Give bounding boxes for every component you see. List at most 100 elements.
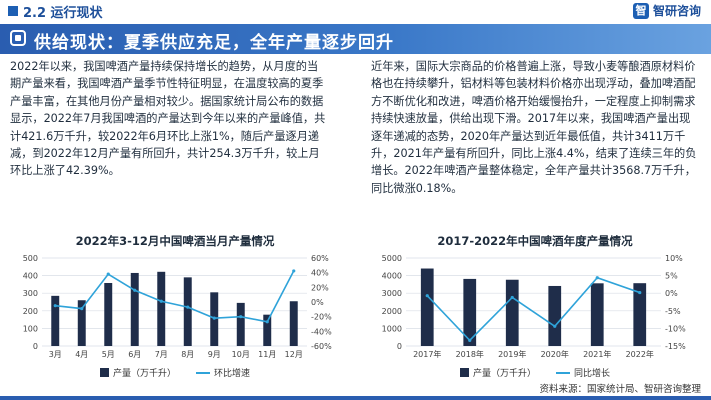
line-point — [133, 288, 137, 292]
bar — [505, 279, 519, 346]
chart-title-yearly: 2017-2022年中国啤酒年度产量情况 — [437, 234, 633, 248]
top-bar: 2.2 运行现状 智 智研咨询 — [0, 0, 711, 22]
footer-bar — [0, 396, 711, 400]
line-point — [239, 315, 243, 319]
logo-text: 智研咨询 — [652, 4, 701, 18]
y-tick-right: 0% — [665, 289, 678, 298]
y-tick-right: -60% — [311, 342, 332, 351]
bar — [548, 285, 562, 346]
bar — [590, 283, 604, 346]
line-series — [426, 276, 641, 342]
legend-line-label: 同比增长 — [574, 369, 611, 379]
line-point — [553, 324, 557, 328]
y-tick-left: 0 — [397, 342, 402, 351]
y-tick-left: 0 — [33, 342, 38, 351]
banner: 供给现状：夏季供应充足，全年产量逐步回升 — [0, 24, 711, 54]
y-tick-right: 10% — [665, 254, 683, 263]
y-tick-left: 100 — [23, 324, 38, 333]
x-tick: 2019年 — [498, 349, 526, 359]
monthly-output-chart: 0 100 200 300 400 500 -60% -40% -20% 0% 20% 40% 60% 3… — [23, 254, 332, 359]
x-tick: 7月 — [155, 350, 168, 359]
y-tick-right: 0% — [311, 298, 324, 307]
y-tick-right: 60% — [311, 254, 329, 263]
bar — [157, 271, 166, 346]
line-point — [425, 294, 429, 298]
y-tick-right: 20% — [311, 283, 329, 292]
bar — [51, 295, 60, 346]
x-tick: 2018年 — [456, 349, 484, 359]
y-tick-left: 4000 — [382, 272, 402, 281]
y-tick-left: 5000 — [382, 254, 402, 263]
y-tick-right: -5% — [665, 307, 681, 316]
bar — [104, 282, 113, 346]
line-point — [510, 295, 514, 300]
y-tick-right: -40% — [311, 327, 332, 336]
bar — [420, 268, 434, 346]
line-point — [186, 305, 190, 309]
x-tick: 10月 — [232, 350, 250, 359]
chart-title-monthly: 2022年3-12月中国啤酒当月产量情况 — [75, 234, 275, 248]
line-point — [80, 307, 84, 311]
line-point — [292, 269, 296, 273]
legend-bar-label: 产量（万千升） — [113, 369, 177, 379]
line-series — [55, 270, 295, 323]
legend-bar-swatch — [100, 368, 109, 377]
x-tick: 2022年 — [626, 349, 654, 359]
section-title: 2.2 运行现状 — [23, 6, 103, 21]
y-tick-left: 2000 — [382, 307, 402, 316]
y-tick-left: 1000 — [382, 324, 402, 333]
y-tick-right: 40% — [311, 269, 329, 278]
section-marker-icon — [8, 6, 18, 16]
banner-icon — [10, 30, 26, 46]
legend-monthly: 产量（万千升） 环比增速 — [100, 366, 250, 379]
x-tick: 4月 — [75, 350, 88, 359]
x-tick: 2020年 — [541, 349, 569, 359]
banner-title: 供给现状：夏季供应充足，全年产量逐步回升 — [34, 33, 394, 53]
y-tick-left: 400 — [23, 272, 38, 281]
yearly-output-chart: 0 1000 2000 3000 4000 5000 -15% -10% -5% 0% 5% 10% 2… — [382, 254, 686, 359]
x-tick: 2021年 — [583, 349, 611, 359]
bar — [633, 283, 647, 346]
x-tick: 11月 — [258, 350, 276, 359]
legend-yearly: 产量（万千升） 同比增长 — [460, 366, 610, 379]
legend-bar-swatch — [460, 368, 469, 377]
line-point — [595, 276, 599, 280]
bar — [289, 301, 298, 346]
bar — [236, 302, 245, 346]
legend-line-swatch — [196, 371, 211, 374]
x-tick: 12月 — [285, 350, 303, 359]
y-tick-left: 300 — [23, 289, 38, 298]
x-tick: 3月 — [49, 350, 62, 359]
y-tick-right: 5% — [665, 272, 678, 281]
line-point — [638, 290, 642, 295]
x-tick: 9月 — [208, 350, 221, 359]
y-tick-left: 200 — [23, 307, 38, 316]
bar — [77, 300, 86, 346]
legend-line-swatch — [556, 371, 571, 374]
left-paragraph: 2022年以来，我国啤酒产量持续保持增长的趋势，从月度的当期产量来看，我国啤酒产… — [10, 60, 326, 178]
legend-bar-label: 产量（万千升） — [473, 369, 537, 379]
bar — [130, 272, 139, 346]
source-note: 资料来源：国家统计局、智研咨询整理 — [539, 384, 701, 395]
y-tick-left: 500 — [23, 254, 38, 263]
right-paragraph: 近年来，国际大宗商品的价格普遍上涨，导致小麦等酿酒原材料价格也在持续攀升，铝材料… — [371, 60, 697, 195]
y-tick-left: 3000 — [382, 289, 402, 298]
y-tick-right: -20% — [311, 313, 332, 322]
line-point — [159, 299, 163, 303]
x-tick: 6月 — [128, 350, 141, 359]
logo-icon: 智 — [632, 2, 649, 19]
y-tick-right: -10% — [665, 324, 686, 333]
line-point — [106, 272, 110, 276]
line-point — [53, 304, 57, 308]
legend-line-label: 环比增速 — [214, 369, 251, 379]
bar — [183, 277, 192, 346]
logo: 智 智研咨询 — [632, 2, 701, 19]
bar — [463, 278, 477, 346]
x-tick: 8月 — [181, 350, 194, 359]
x-tick: 5月 — [102, 350, 115, 359]
x-tick: 2017年 — [413, 349, 441, 359]
y-tick-right: -15% — [665, 342, 686, 351]
bar — [263, 314, 272, 346]
line-point — [468, 338, 472, 342]
line-point — [265, 320, 269, 324]
